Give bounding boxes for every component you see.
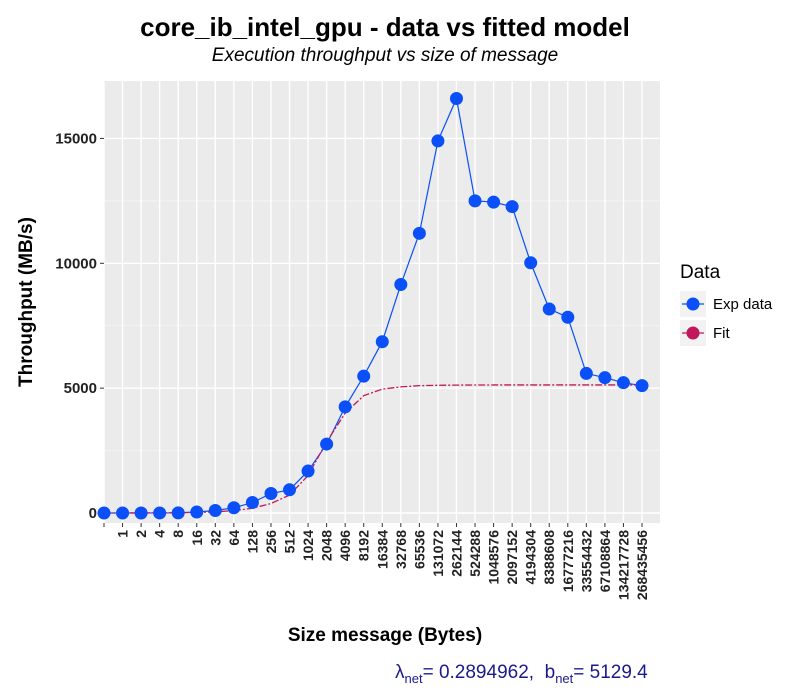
- grid-major: [103, 81, 660, 523]
- x-tick-label: 16384: [374, 530, 390, 569]
- lambda-subscript: net: [404, 670, 423, 686]
- data-point-exp: [357, 369, 371, 383]
- x-tick-label: 32768: [393, 530, 409, 569]
- x-tick-label: 262144: [448, 530, 464, 577]
- x-tick-label: 256: [263, 530, 279, 554]
- data-point-exp: [561, 310, 575, 324]
- legend-key-point: [686, 297, 700, 311]
- data-point-exp: [208, 504, 222, 518]
- x-tick-label: 1024: [300, 530, 316, 561]
- data-point-exp: [171, 506, 185, 520]
- data-point-exp: [505, 200, 519, 214]
- x-tick-label: 1: [115, 530, 131, 538]
- data-point-exp: [301, 464, 315, 478]
- data-point-exp: [449, 91, 463, 105]
- data-point-exp: [190, 505, 204, 519]
- x-tick-label: 268435456: [634, 530, 650, 600]
- chart-subtitle: Execution throughput vs size of message: [211, 45, 559, 66]
- data-point-exp: [245, 496, 259, 510]
- chart-title: core_ib_intel_gpu - data vs fitted model: [140, 12, 630, 42]
- legend: Data Exp data Fit: [680, 262, 773, 346]
- b-subscript: net: [555, 670, 574, 686]
- x-axis-label: Size message (Bytes): [288, 625, 482, 646]
- data-point-exp: [635, 379, 649, 393]
- x-tick-label: 134217728: [615, 530, 631, 600]
- y-axis-ticks: 0 5000 10000 15000: [55, 130, 104, 522]
- data-point-exp: [338, 400, 352, 414]
- y-tick-label: 5000: [64, 380, 97, 397]
- data-point-exp: [598, 371, 612, 385]
- x-tick-label: 32: [207, 530, 223, 546]
- b-value: = 5129.4: [573, 662, 648, 683]
- data-point-exp: [227, 501, 241, 515]
- legend-label: Exp data: [713, 296, 773, 313]
- x-tick-label: 8: [170, 530, 186, 538]
- data-point-exp: [264, 487, 278, 501]
- lambda-symbol: λ: [395, 662, 405, 683]
- data-point-exp: [487, 195, 501, 209]
- data-point-exp: [412, 226, 426, 240]
- data-point-exp: [579, 366, 593, 380]
- y-tick-label: 15000: [55, 130, 97, 147]
- legend-label: Fit: [713, 325, 730, 342]
- series-points: [97, 91, 649, 520]
- y-axis-label: Throughput (MB/s): [16, 217, 37, 387]
- legend-key-point: [686, 326, 700, 340]
- data-point-exp: [431, 134, 445, 148]
- x-tick-label: 524288: [467, 530, 483, 577]
- x-tick-label: 4096: [337, 530, 353, 561]
- x-tick-label: 2: [133, 530, 149, 538]
- data-point-exp: [134, 506, 148, 520]
- data-point-exp: [97, 506, 111, 520]
- fit-parameters-caption: λnet= 0.2894962, bnet= 5129.4: [395, 662, 648, 686]
- x-tick-label: 8192: [356, 530, 372, 561]
- data-point-exp: [616, 376, 630, 390]
- x-tick-label: 2097152: [504, 530, 520, 585]
- x-tick-label: 512: [282, 530, 298, 554]
- series-line-fit: [103, 384, 642, 514]
- y-tick-label: 0: [89, 505, 97, 522]
- x-tick-label: 4194304: [523, 530, 539, 585]
- legend-title: Data: [680, 262, 721, 283]
- data-point-exp: [394, 278, 408, 292]
- data-point-exp: [283, 483, 297, 497]
- x-tick-label: 128: [244, 530, 260, 554]
- x-tick-label: 4: [152, 530, 168, 538]
- b-symbol: b: [544, 662, 556, 683]
- x-tick-label: 1048576: [486, 530, 502, 585]
- y-tick-label: 10000: [55, 255, 97, 272]
- data-point-exp: [468, 194, 482, 208]
- x-tick-label: 16: [189, 530, 205, 546]
- data-point-exp: [153, 506, 167, 520]
- data-point-exp: [116, 506, 130, 520]
- x-tick-label: 131072: [430, 530, 446, 577]
- data-point-exp: [542, 302, 556, 316]
- x-tick-label: 2048: [319, 530, 335, 561]
- data-point-exp: [320, 437, 334, 451]
- x-axis-ticks: 1 2 4 8 16 32 64 128 256 512 1024 2048 4096 8192 16384…: [103, 523, 650, 600]
- x-tick-label: 64: [226, 530, 242, 546]
- x-tick-label: 16777216: [560, 530, 576, 593]
- x-tick-label: 33554432: [578, 530, 594, 593]
- x-tick-label: 65536: [411, 530, 427, 569]
- data-point-exp: [375, 335, 389, 349]
- x-tick-label: 8388608: [541, 530, 557, 585]
- x-tick-label: 67108864: [597, 530, 613, 593]
- data-point-exp: [524, 256, 538, 270]
- lambda-value: = 0.2894962,: [422, 662, 535, 683]
